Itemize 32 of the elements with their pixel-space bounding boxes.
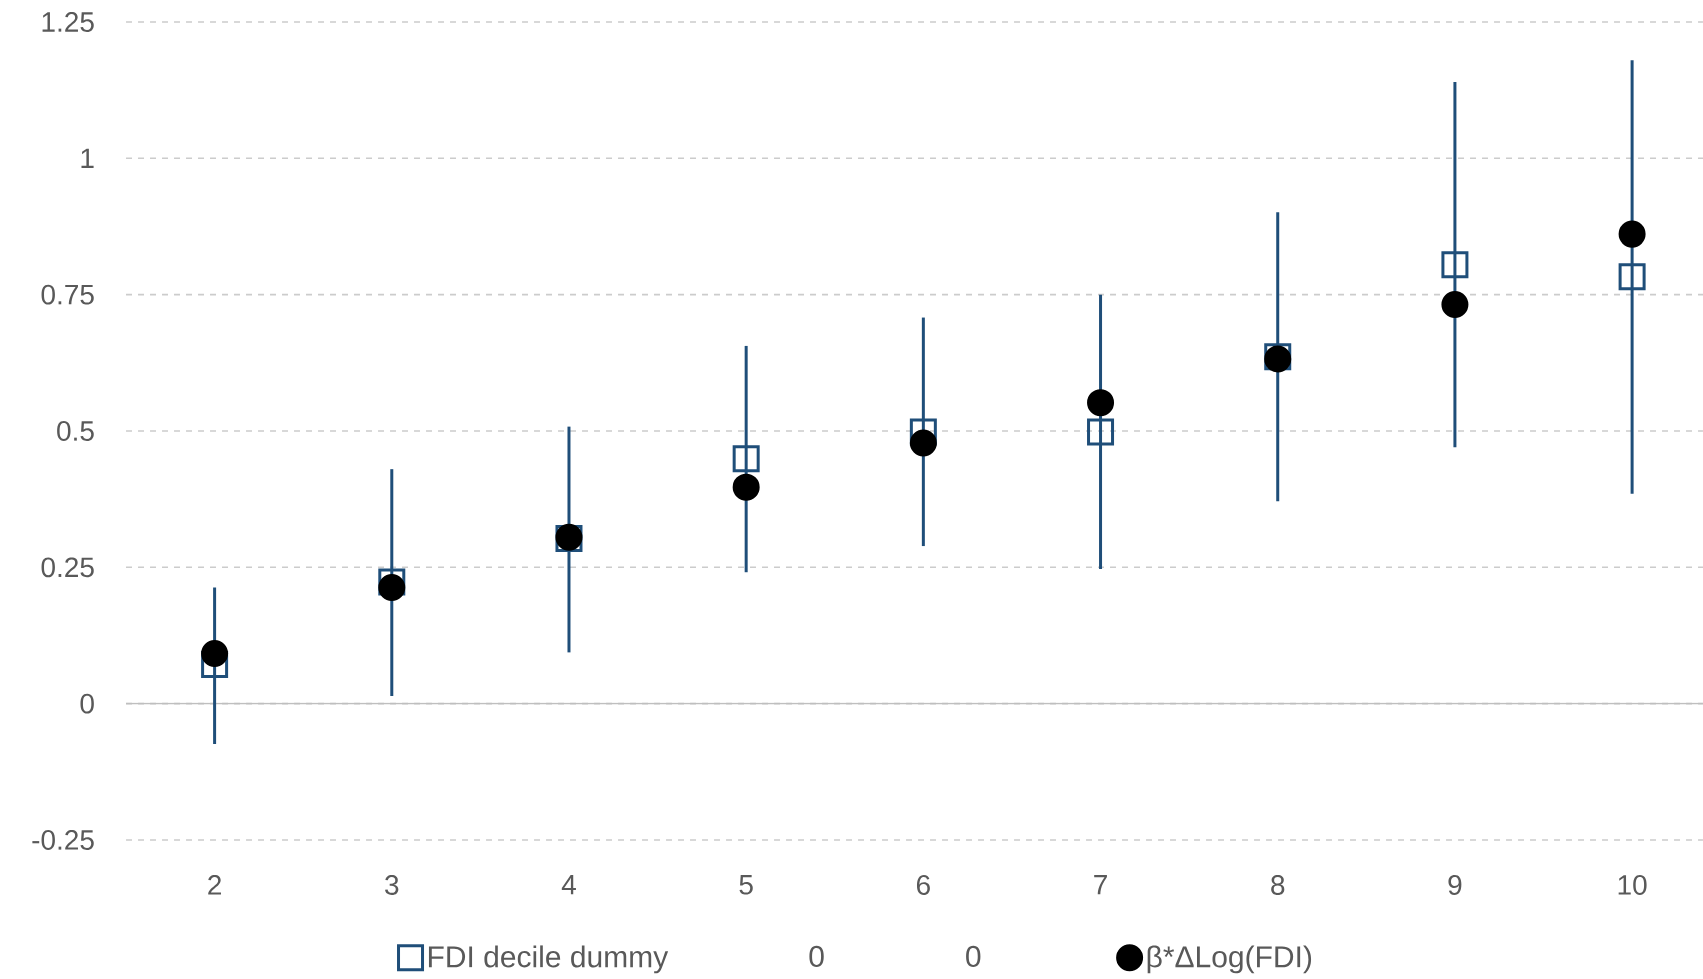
point bbox=[378, 574, 406, 601]
y-tick-label: 0.25 bbox=[41, 557, 94, 578]
text: 0 bbox=[809, 945, 824, 968]
legend-label: FDI decile dummy bbox=[428, 945, 669, 974]
point bbox=[201, 639, 229, 667]
x-tick-label: 8 bbox=[1271, 875, 1285, 895]
x-tick-label: 3 bbox=[385, 875, 399, 895]
y-tick-label: -0.25 bbox=[32, 830, 94, 850]
x-tick-label: 6 bbox=[916, 875, 930, 895]
y-tick-label: 0 bbox=[80, 693, 94, 714]
point bbox=[1441, 290, 1469, 318]
legend-label: β*ΔLog(FDI) bbox=[1147, 945, 1312, 974]
x-tick-label: 5 bbox=[739, 875, 753, 895]
x-tick-label: 10 bbox=[1618, 875, 1647, 895]
point bbox=[1441, 251, 1469, 279]
point bbox=[732, 473, 760, 501]
point bbox=[1618, 263, 1646, 291]
point bbox=[1618, 220, 1646, 248]
point bbox=[909, 429, 937, 457]
text: 0 bbox=[966, 945, 981, 968]
point bbox=[732, 445, 760, 473]
y-tick-label: 0.75 bbox=[41, 284, 94, 305]
x-tick-label: 7 bbox=[1094, 875, 1107, 895]
x-tick-label: 4 bbox=[561, 875, 576, 895]
point bbox=[1087, 389, 1115, 417]
y-tick-label: 0.5 bbox=[57, 421, 94, 441]
x-tick-label: 9 bbox=[1448, 875, 1462, 895]
y-tick-label: 1.25 bbox=[42, 12, 94, 32]
x-tick-label: 2 bbox=[208, 875, 221, 895]
y-tick-label: 1 bbox=[81, 148, 94, 168]
point bbox=[1087, 418, 1115, 446]
point bbox=[378, 568, 406, 596]
